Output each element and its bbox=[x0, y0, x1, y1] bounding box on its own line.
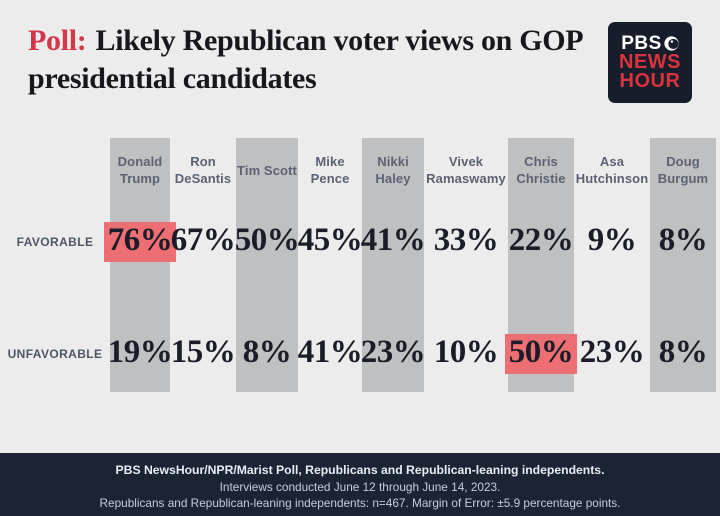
source-footer: PBS NewsHour/NPR/Marist Poll, Republican… bbox=[0, 453, 720, 516]
favorable-value-highlighted: 76% bbox=[103, 222, 177, 262]
candidate-name: Vivek Ramaswamy bbox=[426, 154, 506, 186]
title-text: Likely Republican voter views on GOP pre… bbox=[28, 24, 582, 95]
favorable-value: 50% bbox=[234, 222, 300, 258]
candidate-name: Tim Scott bbox=[237, 162, 297, 178]
favorable-value: 67% bbox=[170, 222, 236, 258]
pbs-head-icon bbox=[664, 36, 679, 51]
column-asa-hutchinson: Asa Hutchinson 9% 23% bbox=[574, 138, 650, 392]
poll-table: FAVORABLE UNFAVORABLE Donald Trump 76% 1… bbox=[0, 138, 716, 392]
column-ron-desantis: Ron DeSantis 67% 15% bbox=[170, 138, 236, 392]
column-tim-scott: Tim Scott 50% 8% bbox=[235, 138, 300, 392]
column-vivek-ramaswamy: Vivek Ramaswamy 33% 10% bbox=[424, 138, 508, 392]
favorable-value: 41% bbox=[360, 222, 426, 258]
footer-dates-line: Interviews conducted June 12 through Jun… bbox=[219, 479, 501, 494]
candidate-name: Mike Pence bbox=[310, 154, 350, 186]
unfavorable-value: 19% bbox=[107, 334, 173, 370]
favorable-value: 8% bbox=[658, 222, 708, 258]
unfavorable-value-highlighted: 50% bbox=[504, 334, 578, 374]
unfavorable-row-label: UNFAVORABLE bbox=[7, 347, 103, 361]
footer-methodology-line: Republicans and Republican-leaning indep… bbox=[99, 496, 621, 510]
favorable-row-label: FAVORABLE bbox=[16, 235, 94, 249]
footer-source-line: PBS NewsHour/NPR/Marist Poll, Republican… bbox=[115, 463, 605, 477]
title-prefix: Poll: bbox=[28, 24, 87, 57]
candidate-name: Donald Trump bbox=[117, 154, 163, 186]
unfavorable-value: 8% bbox=[242, 334, 292, 370]
candidate-name: Nikki Haley bbox=[375, 154, 411, 186]
unfavorable-value: 8% bbox=[658, 334, 708, 370]
column-mike-pence: Mike Pence 45% 41% bbox=[298, 138, 363, 392]
logo-pbs-text: PBS bbox=[621, 33, 662, 54]
column-nikki-haley: Nikki Haley 41% 23% bbox=[361, 138, 426, 392]
page-title: Poll: Likely Republican voter views on GO… bbox=[28, 22, 593, 98]
column-donald-trump: Donald Trump 76% 19% bbox=[103, 138, 177, 392]
favorable-value: 22% bbox=[508, 222, 574, 258]
pbs-newshour-logo: PBS NEWS HOUR bbox=[608, 22, 692, 103]
candidate-name: Asa Hutchinson bbox=[575, 154, 649, 186]
row-label-column: FAVORABLE UNFAVORABLE bbox=[0, 138, 110, 392]
candidate-name: Chris Christie bbox=[516, 154, 566, 186]
column-chris-christie: Chris Christie 22% 50% bbox=[504, 138, 578, 392]
favorable-value: 9% bbox=[587, 222, 637, 258]
unfavorable-value: 41% bbox=[297, 334, 363, 370]
unfavorable-value: 23% bbox=[360, 334, 426, 370]
candidate-name: Doug Burgum bbox=[657, 154, 709, 186]
unfavorable-value: 15% bbox=[170, 334, 236, 370]
column-doug-burgum: Doug Burgum 8% 8% bbox=[650, 138, 716, 392]
unfavorable-value: 10% bbox=[433, 334, 499, 370]
candidate-name: Ron DeSantis bbox=[174, 154, 232, 186]
logo-news-text: NEWS bbox=[619, 51, 681, 73]
logo-hour-text: HOUR bbox=[619, 70, 681, 92]
favorable-value: 33% bbox=[433, 222, 499, 258]
favorable-value: 45% bbox=[297, 222, 363, 258]
unfavorable-value: 23% bbox=[579, 334, 645, 370]
